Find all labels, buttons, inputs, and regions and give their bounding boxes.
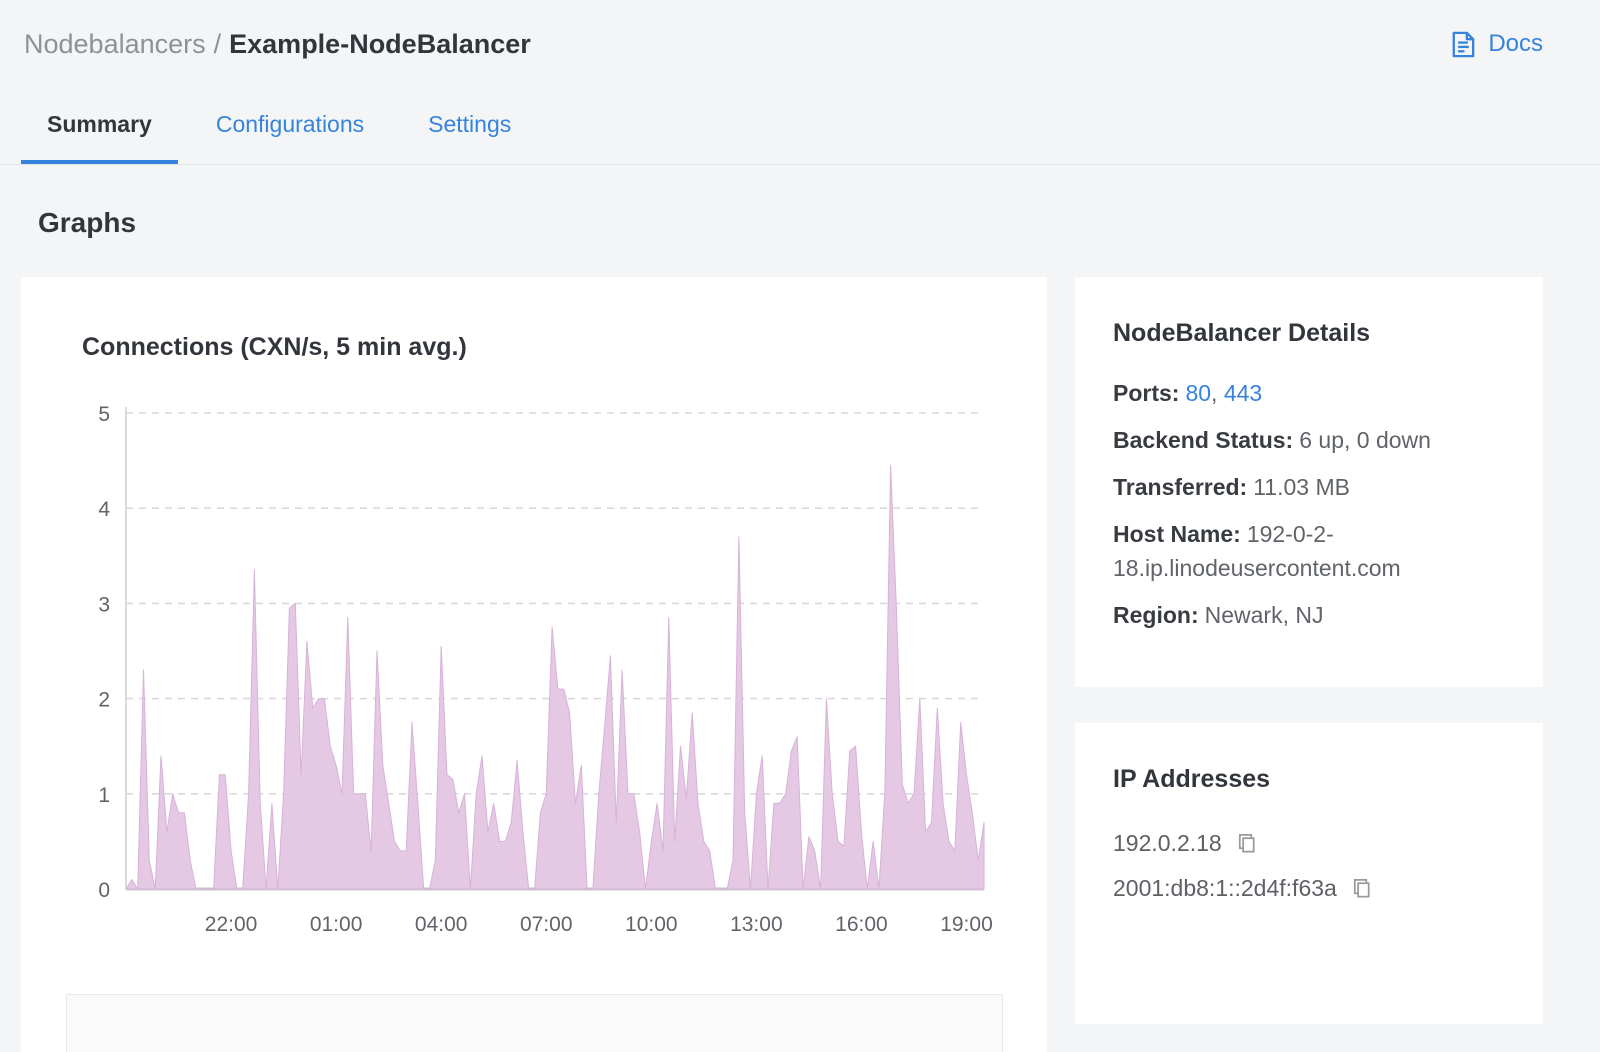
detail-row-transferred: Transferred: 11.03 MB: [1113, 470, 1503, 504]
right-column: NodeBalancer Details Ports: 80, 443 Backe…: [1075, 277, 1543, 1024]
ports-label: Ports:: [1113, 380, 1180, 406]
transferred-value: 11.03 MB: [1253, 474, 1350, 500]
svg-text:4: 4: [98, 498, 110, 521]
ip-row-ipv4: 192.0.2.18: [1113, 826, 1503, 860]
svg-text:16:00: 16:00: [835, 913, 888, 936]
svg-text:2: 2: [98, 689, 110, 712]
svg-text:5: 5: [98, 403, 110, 426]
detail-row-ports: Ports: 80, 443: [1113, 376, 1503, 410]
chart-title: Connections (CXN/s, 5 min avg.): [82, 333, 467, 361]
tab-settings[interactable]: Settings: [402, 86, 537, 164]
docs-label: Docs: [1488, 30, 1543, 57]
svg-text:1: 1: [98, 784, 110, 807]
svg-text:10:00: 10:00: [625, 913, 678, 936]
tab-configurations[interactable]: Configurations: [190, 86, 390, 164]
svg-text:07:00: 07:00: [520, 913, 573, 936]
svg-text:19:00: 19:00: [940, 913, 993, 936]
region-label: Region:: [1113, 602, 1199, 628]
ipv4-address: 192.0.2.18: [1113, 830, 1222, 856]
port-80-link[interactable]: 80: [1185, 380, 1212, 406]
connections-chart: 0 1 2 3 4 5 22:00 01:00 04:00 07:00 10:00 13:00 16:0…: [98, 403, 993, 936]
graphs-section-title: Graphs: [38, 207, 137, 238]
transferred-label: Transferred:: [1113, 474, 1248, 500]
copy-ipv4-button[interactable]: [1235, 832, 1258, 855]
content-area: Connections (CXN/s, 5 min avg.) 0 1 2 3 4 5 22…: [21, 277, 1580, 1052]
host-name-value: 192-0-2-18.ip.linodeusercontent.com: [1113, 521, 1401, 581]
ip-card-title: IP Addresses: [1113, 765, 1271, 793]
host-name-label: Host Name:: [1113, 521, 1241, 547]
breadcrumb: Nodebalancers / Example-NodeBalancer: [24, 26, 531, 62]
backend-status-value: 6 up, 0 down: [1299, 427, 1431, 453]
chart-legend-panel: [66, 994, 1003, 1052]
breadcrumb-separator: /: [213, 29, 222, 59]
svg-text:13:00: 13:00: [730, 913, 783, 936]
ip-row-ipv6: 2001:db8:1::2d4f:f63a: [1113, 871, 1503, 905]
detail-row-region: Region: Newark, NJ: [1113, 598, 1503, 632]
svg-text:22:00: 22:00: [205, 913, 258, 936]
backend-status-label: Backend Status:: [1113, 427, 1294, 453]
docs-link[interactable]: Docs: [1447, 29, 1543, 60]
connections-graph-card: Connections (CXN/s, 5 min avg.) 0 1 2 3 4 5 22…: [21, 277, 1047, 1052]
ipv6-address: 2001:db8:1::2d4f:f63a: [1113, 875, 1337, 901]
region-value: Newark, NJ: [1204, 602, 1324, 628]
detail-row-backend-status: Backend Status: 6 up, 0 down: [1113, 423, 1503, 457]
top-bar: Nodebalancers / Example-NodeBalancer Docs: [0, 0, 1600, 62]
copy-ipv6-button[interactable]: [1350, 877, 1373, 900]
detail-row-host-name: Host Name: 192-0-2-18.ip.linodeuserconten…: [1113, 517, 1503, 585]
ip-addresses-card: IP Addresses 192.0.2.18 2001:db8:1::2d4f…: [1075, 723, 1543, 1024]
tab-bar: Summary Configurations Settings: [0, 86, 1600, 165]
breadcrumb-entity-name: Example-NodeBalancer: [229, 29, 531, 59]
docs-icon: [1452, 31, 1475, 57]
breadcrumb-nodebalancers-link[interactable]: Nodebalancers: [24, 29, 206, 59]
copy-icon: [1238, 833, 1255, 853]
svg-text:3: 3: [98, 593, 110, 616]
nodebalancer-details-card: NodeBalancer Details Ports: 80, 443 Backe…: [1075, 277, 1543, 687]
svg-text:04:00: 04:00: [415, 913, 468, 936]
svg-text:01:00: 01:00: [310, 913, 363, 936]
svg-text:0: 0: [98, 879, 110, 902]
tab-summary[interactable]: Summary: [21, 86, 178, 164]
details-card-title: NodeBalancer Details: [1113, 319, 1371, 347]
port-443-link[interactable]: 443: [1223, 380, 1263, 406]
copy-icon: [1353, 878, 1370, 898]
ports-separator: ,: [1211, 380, 1224, 406]
